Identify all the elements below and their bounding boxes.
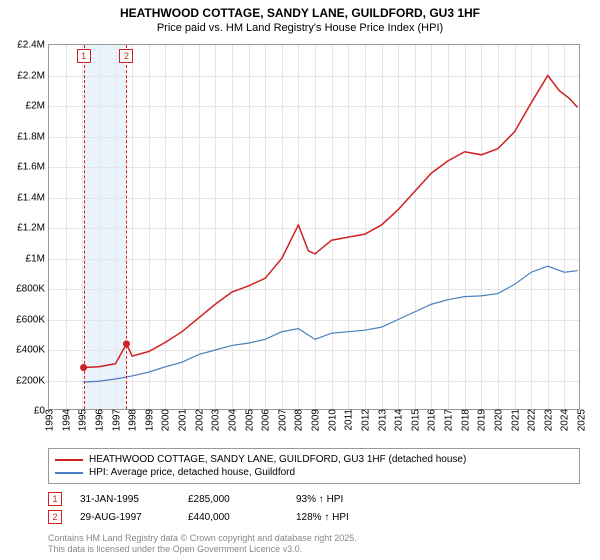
x-axis-label: 2006 (259, 409, 272, 431)
x-axis-label: 2021 (508, 409, 521, 431)
sale-row-2: 2 29-AUG-1997 £440,000 128% ↑ HPI (48, 510, 580, 524)
y-axis-label: £2.2M (17, 70, 49, 81)
attribution: Contains HM Land Registry data © Crown c… (48, 533, 580, 556)
x-axis-label: 2025 (575, 409, 588, 431)
chart-container: HEATHWOOD COTTAGE, SANDY LANE, GUILDFORD… (0, 0, 600, 560)
legend-swatch-property (55, 459, 83, 461)
sale-marker-box: 2 (119, 49, 133, 63)
sale-date-1: 31-JAN-1995 (80, 494, 170, 505)
chart-subtitle: Price paid vs. HM Land Registry's House … (0, 20, 600, 34)
sale-marker-line (126, 45, 127, 409)
attribution-line2: This data is licensed under the Open Gov… (48, 544, 580, 556)
y-axis-label: £2M (26, 101, 49, 112)
chart-title: HEATHWOOD COTTAGE, SANDY LANE, GUILDFORD… (0, 0, 600, 20)
sale-marker-1: 1 (48, 492, 62, 506)
sale-price-1: £285,000 (188, 494, 278, 505)
x-axis-label: 1996 (92, 409, 105, 431)
x-axis-label: 2005 (242, 409, 255, 431)
sale-marker-box: 1 (77, 49, 91, 63)
x-axis-label: 1999 (142, 409, 155, 431)
chart-plot-area: £0£200K£400K£600K£800K£1M£1.2M£1.4M£1.6M… (48, 44, 580, 410)
sale-pct-2: 128% ↑ HPI (296, 512, 386, 523)
sale-date-2: 29-AUG-1997 (80, 512, 170, 523)
y-axis-label: £800K (16, 284, 49, 295)
x-axis-label: 2003 (209, 409, 222, 431)
x-axis-label: 2012 (358, 409, 371, 431)
x-axis-label: 2013 (375, 409, 388, 431)
x-axis-label: 2020 (491, 409, 504, 431)
x-axis-label: 2022 (525, 409, 538, 431)
sale-price-2: £440,000 (188, 512, 278, 523)
x-axis-label: 2014 (392, 409, 405, 431)
y-axis-label: £400K (16, 345, 49, 356)
y-axis-label: £2.4M (17, 40, 49, 51)
x-axis-label: 1994 (59, 409, 72, 431)
x-axis-label: 2000 (159, 409, 172, 431)
y-axis-label: £600K (16, 314, 49, 325)
x-axis-label: 2016 (425, 409, 438, 431)
series-line-hpi (84, 266, 578, 382)
x-axis-label: 2011 (342, 409, 355, 431)
sale-marker-line (84, 45, 85, 409)
y-axis-label: £1.2M (17, 223, 49, 234)
sale-marker-2: 2 (48, 510, 62, 524)
sale-row-1: 1 31-JAN-1995 £285,000 93% ↑ HPI (48, 492, 580, 506)
legend-label-hpi: HPI: Average price, detached house, Guil… (89, 467, 295, 478)
x-axis-label: 2004 (225, 409, 238, 431)
x-axis-label: 2015 (408, 409, 421, 431)
x-axis-label: 2024 (558, 409, 571, 431)
y-axis-label: £1.6M (17, 162, 49, 173)
x-axis-label: 2019 (475, 409, 488, 431)
legend: HEATHWOOD COTTAGE, SANDY LANE, GUILDFORD… (48, 448, 580, 484)
chart-svg (49, 45, 579, 409)
x-axis-label: 2002 (192, 409, 205, 431)
x-axis-label: 1997 (109, 409, 122, 431)
x-axis-label: 2007 (275, 409, 288, 431)
legend-label-property: HEATHWOOD COTTAGE, SANDY LANE, GUILDFORD… (89, 454, 466, 465)
x-axis-label: 2023 (541, 409, 554, 431)
y-axis-label: £1.4M (17, 192, 49, 203)
x-axis-label: 2018 (458, 409, 471, 431)
legend-swatch-hpi (55, 472, 83, 474)
x-axis-label: 2008 (292, 409, 305, 431)
x-axis-label: 1998 (126, 409, 139, 431)
x-axis-label: 2001 (176, 409, 189, 431)
x-axis-label: 2017 (442, 409, 455, 431)
legend-row-property: HEATHWOOD COTTAGE, SANDY LANE, GUILDFORD… (55, 453, 573, 466)
sale-pct-1: 93% ↑ HPI (296, 494, 386, 505)
y-axis-label: £1.8M (17, 131, 49, 142)
x-axis-label: 1993 (43, 409, 56, 431)
y-axis-label: £1M (26, 253, 49, 264)
x-axis-label: 1995 (76, 409, 89, 431)
x-axis-label: 2009 (309, 409, 322, 431)
y-axis-label: £200K (16, 375, 49, 386)
series-line-property (84, 76, 578, 368)
attribution-line1: Contains HM Land Registry data © Crown c… (48, 533, 580, 545)
legend-row-hpi: HPI: Average price, detached house, Guil… (55, 466, 573, 479)
x-axis-label: 2010 (325, 409, 338, 431)
